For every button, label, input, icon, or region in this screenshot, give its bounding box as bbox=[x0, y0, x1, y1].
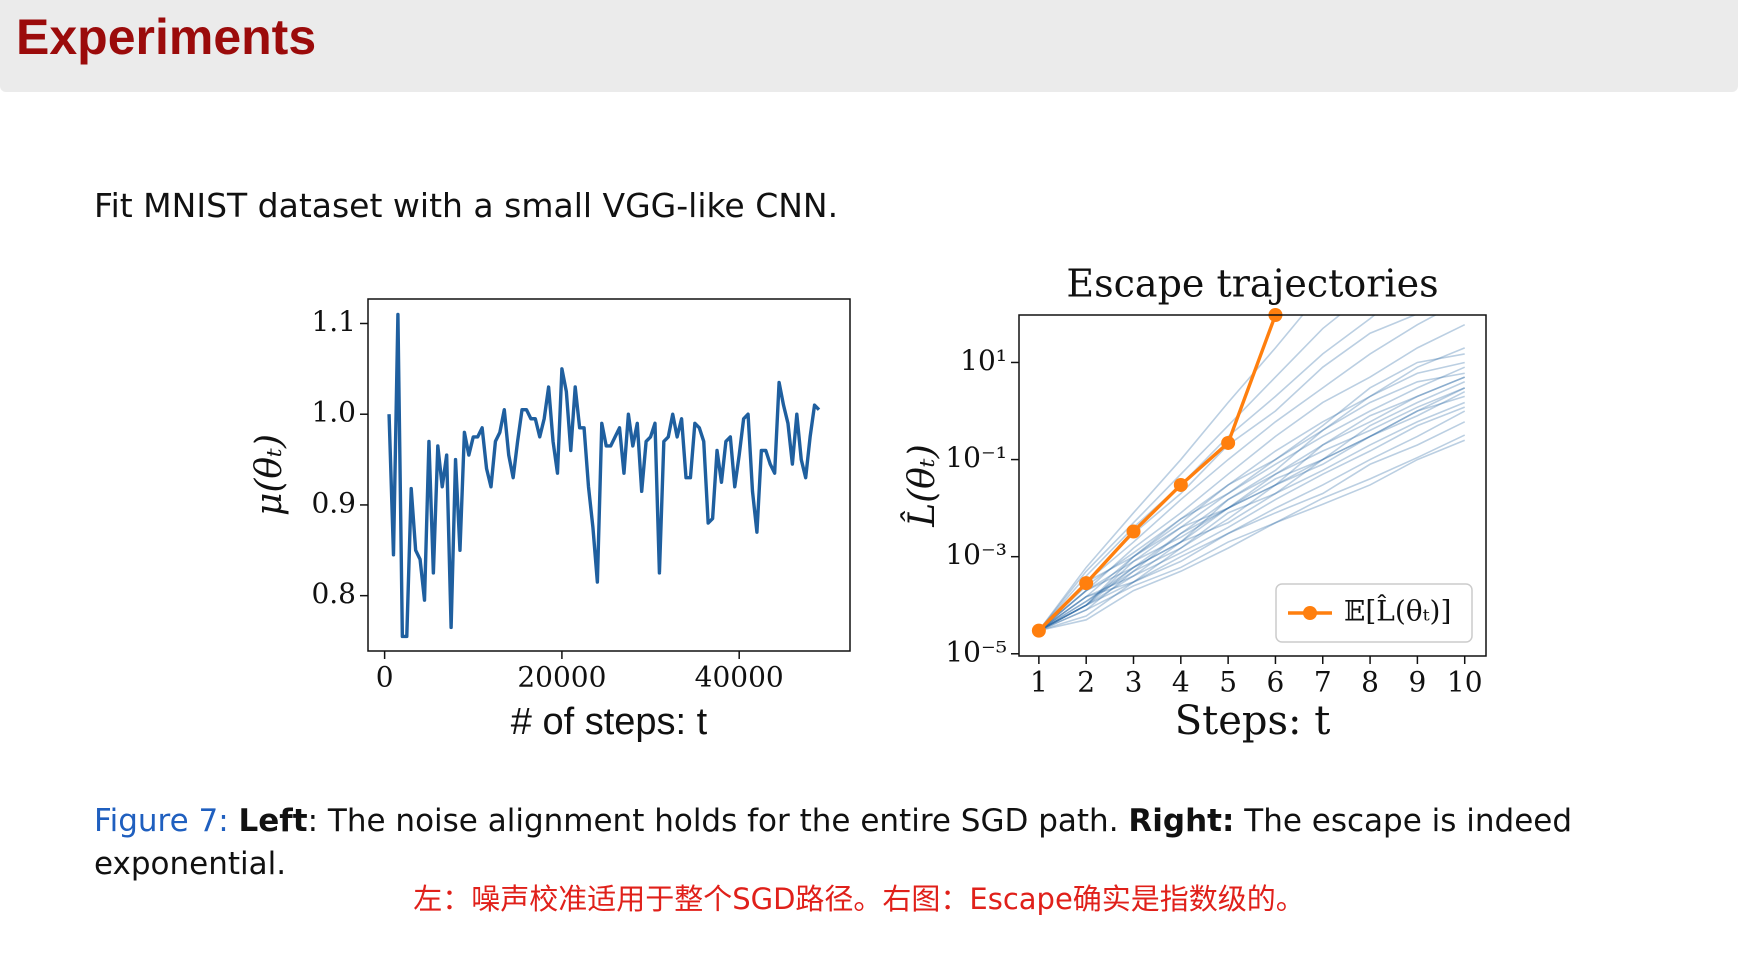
series-line bbox=[387, 312, 821, 639]
trajectory bbox=[1038, 387, 1466, 632]
trajectory bbox=[1038, 323, 1466, 632]
y-axis-label: L̂(θₜ) bbox=[900, 444, 943, 528]
intro-text: Fit MNIST dataset with a small VGG-like … bbox=[94, 186, 839, 225]
x-axis-label: # of steps: t bbox=[511, 701, 708, 743]
figure-label: Figure 7: bbox=[94, 803, 229, 839]
trajectory bbox=[1038, 421, 1466, 632]
trajectory bbox=[1038, 381, 1466, 632]
x-tick-label: 10 bbox=[1447, 666, 1483, 699]
caption-text: : The noise alignment holds for the enti… bbox=[307, 803, 1119, 839]
trajectory bbox=[1038, 439, 1466, 632]
y-tick-label: 0.8 bbox=[311, 577, 356, 610]
trajectory bbox=[1038, 353, 1465, 632]
x-tick-label: 8 bbox=[1361, 666, 1379, 699]
caption-bold: Right: bbox=[1128, 803, 1235, 839]
x-tick-label: 6 bbox=[1267, 666, 1285, 699]
trajectory bbox=[1038, 434, 1466, 632]
y-axis-label: μ(θₜ) bbox=[249, 434, 290, 516]
y-tick-label: 10⁻¹ bbox=[945, 441, 1007, 474]
caption-text: The escape is indeed exponential. bbox=[94, 803, 1573, 882]
marker bbox=[1079, 576, 1094, 591]
trajectory bbox=[1038, 395, 1465, 632]
series-line bbox=[1037, 315, 1278, 632]
x-tick-label: 3 bbox=[1125, 666, 1143, 699]
x-tick-label: 5 bbox=[1219, 666, 1237, 699]
trajectory bbox=[1038, 376, 1466, 632]
trajectory bbox=[1038, 315, 1376, 632]
y-tick-label: 10⁻⁵ bbox=[945, 635, 1007, 668]
trajectory bbox=[1038, 315, 1438, 632]
x-tick-label: 9 bbox=[1408, 666, 1426, 699]
x-tick-label: 20000 bbox=[517, 661, 606, 694]
note: 左：噪声校准适用于整个SGD路径。右图：Escape确实是指数级的。 bbox=[413, 882, 1305, 916]
trajectory bbox=[1038, 315, 1341, 632]
plot-frame bbox=[1018, 314, 1487, 657]
plot-area bbox=[1037, 315, 1466, 632]
trajectory bbox=[1038, 347, 1466, 632]
plot-frame bbox=[367, 298, 851, 652]
trajectory bbox=[1038, 361, 1465, 632]
trajectory bbox=[1038, 366, 1466, 632]
y-tick-label: 0.9 bbox=[311, 486, 356, 519]
marker bbox=[1031, 623, 1046, 638]
marker bbox=[1221, 435, 1236, 450]
y-tick-label: 10⁻³ bbox=[945, 538, 1007, 571]
y-tick-label: 10¹ bbox=[960, 344, 1007, 377]
chart-title: Escape trajectories bbox=[1066, 262, 1438, 306]
header: Experiments bbox=[0, 0, 1738, 92]
trajectory bbox=[1038, 376, 1466, 632]
trajectory bbox=[1038, 410, 1466, 632]
plot-area bbox=[387, 312, 821, 639]
x-tick-label: 1 bbox=[1030, 666, 1048, 699]
marker bbox=[1173, 477, 1188, 492]
trajectory bbox=[1038, 401, 1466, 632]
x-tick-label: 2 bbox=[1077, 666, 1095, 699]
legend-label: 𝔼[L̂(θₜ)] bbox=[1344, 594, 1451, 627]
trajectory bbox=[1038, 387, 1466, 632]
x-tick-label: 0 bbox=[376, 661, 394, 694]
y-tick-label: 1.0 bbox=[311, 396, 356, 429]
legend-marker bbox=[1303, 606, 1317, 620]
trajectory bbox=[1038, 406, 1466, 632]
trajectory bbox=[1038, 372, 1465, 632]
x-axis-label: Steps: t bbox=[1175, 698, 1331, 744]
y-tick-label: 1.1 bbox=[311, 305, 356, 338]
trajectory bbox=[1038, 390, 1466, 632]
caption: Figure 7: Left: The noise alignment hold… bbox=[94, 800, 1654, 886]
x-tick-label: 40000 bbox=[695, 661, 784, 694]
caption-bold: Left bbox=[238, 803, 308, 839]
title: Experiments bbox=[16, 9, 317, 65]
legend-box bbox=[1275, 583, 1473, 643]
marker bbox=[1126, 524, 1141, 539]
x-tick-label: 7 bbox=[1314, 666, 1332, 699]
x-tick-label: 4 bbox=[1172, 666, 1190, 699]
